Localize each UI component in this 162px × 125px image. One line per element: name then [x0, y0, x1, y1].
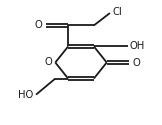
Text: Cl: Cl	[112, 8, 122, 17]
Text: O: O	[44, 57, 52, 67]
Text: HO: HO	[18, 90, 34, 100]
Text: OH: OH	[130, 41, 145, 51]
Text: O: O	[35, 20, 42, 30]
Text: O: O	[132, 58, 140, 68]
